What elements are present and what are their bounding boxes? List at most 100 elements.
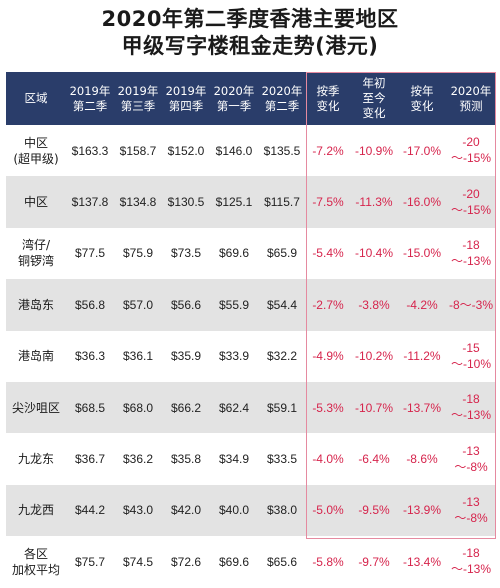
rent-value-cell: $32.2 <box>266 349 298 364</box>
region-name-line: 湾仔/ <box>21 238 51 253</box>
region-name-line: (超甲级) <box>13 151 59 166</box>
table-row: 中区 (超甲级) $163.3 $158.7 $152.0 $146.0 $135.5 -7.… <box>6 125 496 176</box>
column-header-line: 年初 <box>362 76 386 90</box>
region-cell: 中区 (超甲级) <box>6 125 66 176</box>
column-header-line: 2020年 <box>261 83 303 98</box>
change-value-cell: -4.0% <box>312 452 344 467</box>
title-line-2: 甲级写字楼租金走势(港元) <box>121 34 379 58</box>
change-value-cell: -4.9% <box>312 349 344 364</box>
rent-value-cell: $163.3 <box>71 143 109 158</box>
region-name-line: 九龙西 <box>17 503 54 518</box>
column-header: 2020年 预测 <box>446 72 496 125</box>
column-header-line: 2019年 <box>69 83 111 98</box>
column-header-line: 2019年 <box>165 83 207 98</box>
rent-value-cell: $134.8 <box>114 176 162 228</box>
rent-value-cell: $40.0 <box>210 484 258 537</box>
column-header-line: 预测 <box>459 98 483 113</box>
region-name-line: 铜锣湾 <box>17 254 54 269</box>
rent-value-cell: $146.0 <box>215 143 253 158</box>
rent-value-cell: $35.9 <box>170 349 202 364</box>
change-value-cell: -13～-8% <box>446 484 496 537</box>
change-value-cell: -5.4% <box>312 246 344 261</box>
region-cell: 九龙东 <box>6 433 66 484</box>
column-header: 区域 <box>6 72 66 125</box>
rent-value-cell: $33.9 <box>218 349 250 364</box>
change-value-cell: -16.0% <box>398 176 446 228</box>
column-header-line: 至今 <box>362 91 386 105</box>
change-value-cell: -9.5% <box>350 484 398 537</box>
rent-value-cell: $36.7 <box>74 452 106 467</box>
rent-value-cell: $38.0 <box>258 484 306 537</box>
change-value-cell: -5.3% <box>306 381 350 434</box>
rent-value-cell: $34.9 <box>218 452 250 467</box>
table-header-row: 区域 2019年 第二季 2019年 第三季 2019年 第四季 2020年 第一季 2020年第… <box>6 72 496 125</box>
title-line-1: 2020年第二季度香港主要地区 <box>101 7 399 31</box>
rent-value-cell: $36.2 <box>122 452 154 467</box>
rent-value-cell: $135.5 <box>263 143 301 158</box>
table-row: 中区 $137.8 $134.8 $130.5 $125.1 $115.7 -7.5% -11… <box>6 176 496 228</box>
column-header-line: 第二季 <box>264 98 300 113</box>
rent-value-cell: $69.6 <box>218 246 250 261</box>
column-header: 年初 至今 变化 <box>350 72 398 125</box>
region-cell: 各区 加权平均 <box>6 536 66 587</box>
rent-value-cell: $68.0 <box>114 381 162 434</box>
rent-value-cell: $33.5 <box>266 452 298 467</box>
column-header-line: 第二季 <box>72 98 108 113</box>
change-value-cell: -7.5% <box>306 176 350 228</box>
column-header: 按年 变化 <box>398 72 446 125</box>
change-value-cell: -20～-15% <box>446 176 496 228</box>
change-value-cell: -15.0% <box>402 246 442 261</box>
change-value-cell: -8.6% <box>406 452 438 467</box>
region-name-line: 中区 <box>23 195 48 210</box>
column-header-line: 2019年 <box>117 83 159 98</box>
rent-value-cell: $56.6 <box>162 279 210 331</box>
table-row: 九龙东 $36.7 $36.2 $35.8 $34.9 $33.5 -4.0% -6.4% -8… <box>6 433 496 484</box>
rent-value-cell: $158.7 <box>119 143 157 158</box>
rent-value-cell: $55.9 <box>210 279 258 331</box>
change-value-cell: -18～-13% <box>446 381 496 434</box>
column-header-line: 按年 <box>410 83 434 98</box>
rent-value-cell: $59.1 <box>258 381 306 434</box>
rent-value-cell: $36.3 <box>74 349 106 364</box>
rent-value-cell: $115.7 <box>258 176 306 228</box>
rent-value-cell: $74.5 <box>122 554 154 569</box>
region-name-line: 九龙东 <box>17 452 54 467</box>
rent-value-cell: $125.1 <box>210 176 258 228</box>
column-header: 2020年 第二季 <box>258 72 306 125</box>
column-header: 2019年 第四季 <box>162 72 210 125</box>
region-name-line: 尖沙咀区 <box>11 400 60 415</box>
change-value-cell: -13.9% <box>398 484 446 537</box>
rent-value-cell: $36.1 <box>122 349 154 364</box>
rent-value-cell: $75.7 <box>74 554 106 569</box>
rent-value-cell: $62.4 <box>210 381 258 434</box>
region-name-line: 港岛东 <box>17 297 54 312</box>
change-value-cell: -10.7% <box>350 381 398 434</box>
change-value-cell: -13.4% <box>402 554 442 569</box>
region-cell: 九龙西 <box>6 484 66 537</box>
change-value-cell: -15～-10% <box>450 340 491 371</box>
change-value-cell: -4.2% <box>398 279 446 331</box>
column-header-line: 区域 <box>24 91 48 105</box>
column-header: 2019年 第二季 <box>66 72 114 125</box>
region-name-line: 中区 <box>23 135 48 150</box>
change-value-cell: -20～-15% <box>450 135 491 166</box>
rent-value-cell: $69.6 <box>218 554 250 569</box>
rent-value-cell: $42.0 <box>162 484 210 537</box>
rent-value-cell: $56.8 <box>66 279 114 331</box>
rent-value-cell: $72.6 <box>170 554 202 569</box>
region-cell: 中区 <box>6 176 66 228</box>
change-value-cell: -10.9% <box>354 143 394 158</box>
column-header: 按季 变化 <box>306 72 350 125</box>
region-cell: 港岛东 <box>6 279 66 331</box>
rent-table: 区域 2019年 第二季 2019年 第三季 2019年 第四季 2020年 第一季 2020年第… <box>6 72 496 588</box>
column-header-line: 变化 <box>362 106 386 120</box>
rent-value-cell: $152.0 <box>167 143 205 158</box>
region-cell: 湾仔/铜锣湾 <box>6 228 66 279</box>
rent-value-cell: $43.0 <box>114 484 162 537</box>
column-header-line: 变化 <box>316 98 340 113</box>
region-name-line: 各区 <box>23 546 48 561</box>
change-value-cell: -18～-13% <box>450 546 491 577</box>
region-cell: 港岛南 <box>6 331 66 382</box>
table-row: 尖沙咀区 $68.5 $68.0 $66.2 $62.4 $59.1 -5.3% -10.7%… <box>6 381 496 434</box>
change-value-cell: -6.4% <box>358 452 390 467</box>
